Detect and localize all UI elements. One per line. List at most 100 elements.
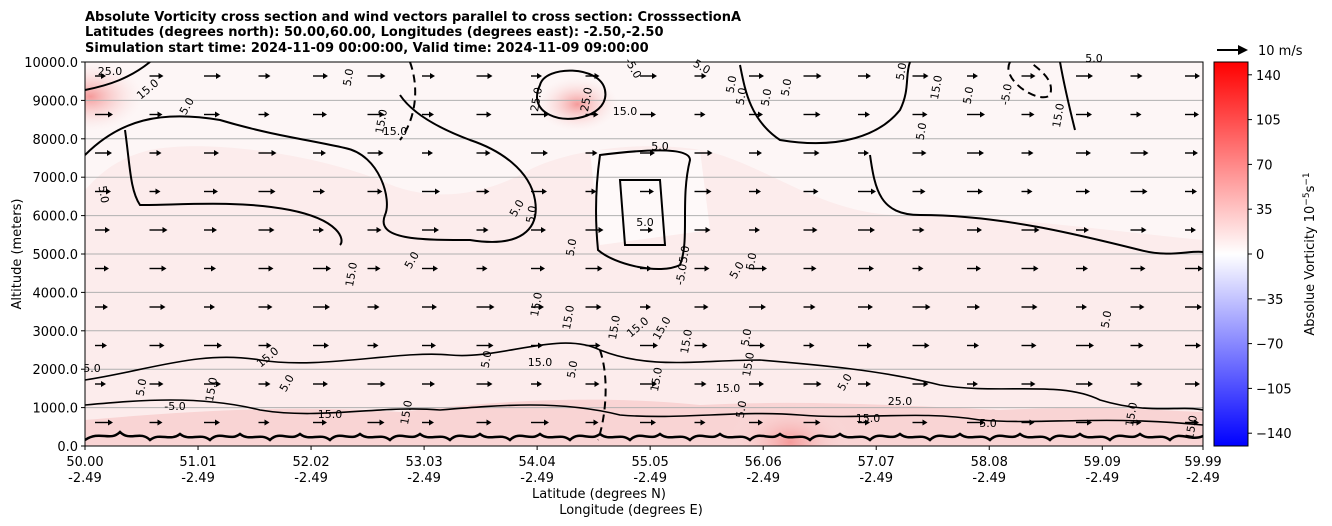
wind-vector-arrowhead-icon [598,227,604,233]
y-tick-label: 10000.0 [24,56,78,71]
wind-vector-arrowhead-icon [591,188,597,195]
wind-vector-arrowhead-icon [323,73,328,79]
wind-vector [694,150,713,156]
wind-vector-arrowhead-icon [162,227,168,233]
wind-vector-arrowhead-icon [269,227,275,233]
wind-vector [476,73,493,79]
wind-vector-arrowhead-icon [865,111,870,118]
wind-vector [1130,227,1147,233]
contour-label: 5.0 [134,378,150,397]
x-tick-label-lat: 53.03 [405,455,442,470]
wind-vector [967,111,985,118]
contour-label: 15.0 [203,376,220,402]
x-tick-label-lon: -2.49 [181,471,215,486]
wind-vector [367,73,386,79]
wind-vector [749,342,765,349]
wind-vector [694,111,706,118]
contour-label: 5.0 [894,62,910,81]
contour-label: 5.0 [341,68,357,87]
wind-vector [749,150,762,156]
wind-vector-arrowhead-icon [543,150,548,156]
wind-vector [694,381,707,387]
wind-vector [858,265,874,272]
wind-vector [694,342,708,349]
wind-vector-arrowhead-icon [593,111,599,118]
wind-vector [1076,265,1088,272]
wind-vector [803,227,818,233]
wind-vector [1130,419,1142,426]
wind-vector-arrowhead-icon [705,227,711,233]
wind-vector [149,419,163,426]
wind-vector-arrowhead-icon [323,381,328,387]
wind-vector-arrowhead-icon [216,381,221,387]
wind-vector [858,188,876,195]
wind-vector [476,419,492,426]
wind-vector [313,342,329,349]
wind-vector-arrowhead-icon [373,342,379,349]
contour-label: 5.0 [524,205,540,224]
wind-vector [749,265,767,272]
wind-vector-arrowhead-icon [214,150,219,156]
contour-label: 15.0 [678,328,695,354]
wind-vector-arrowhead-icon [920,188,926,195]
contour-label: 15.0 [318,408,343,421]
wind-vector-arrowhead-icon [1195,381,1200,387]
wind-vector [313,150,326,156]
wind-vector [149,265,167,272]
wind-vector-arrowhead-icon [870,227,875,233]
wind-vector-arrowhead-icon [925,304,931,310]
wind-vector-arrowhead-icon [1029,111,1035,118]
wind-vector-arrowhead-icon [594,381,600,387]
wind-vector-arrowhead-icon [1085,188,1090,195]
wind-vector-arrowhead-icon [435,188,440,195]
colorbar-label: Absolue Vorticity 10−5s−1 [1302,172,1318,335]
wind-vector-arrowhead-icon [755,227,760,233]
contour-label: 5.0 [734,400,750,419]
colorbar-tick-label: 105 [1256,114,1281,129]
wind-vector-arrowhead-icon [1137,381,1143,387]
wind-vector-arrowhead-icon [1141,227,1147,233]
wind-vector [476,342,494,349]
wind-vector-arrowhead-icon [539,304,544,310]
contour-label: 15.0 [398,399,415,425]
wind-vector-arrowhead-icon [1142,188,1148,195]
wind-vector [967,381,978,387]
wind-vector [258,304,273,310]
wind-vector-arrowhead-icon [377,188,383,195]
wind-vector [912,304,931,310]
wind-vector [912,150,927,156]
wind-vector-arrowhead-icon [648,227,653,233]
wind-vector [640,342,658,349]
x-tick-label-lat: 59.09 [1084,455,1121,470]
wind-vector-arrowhead-icon [1196,342,1201,349]
wind-vector-arrowhead-icon [101,381,106,387]
wind-vector-arrowhead-icon [973,381,978,387]
wind-vector-arrowhead-icon [864,150,869,156]
x-tick-label-lat: 51.01 [179,455,216,470]
wind-vector [476,381,493,387]
wind-vector-arrowhead-icon [1030,381,1036,387]
wind-vector-arrowhead-icon [1034,227,1040,233]
x-tick-label-lat: 59.99 [1184,455,1221,470]
wind-vector-arrowhead-icon [652,381,657,387]
contour-25-upper-center [536,69,607,120]
wind-vector-arrowhead-icon [1086,150,1091,156]
x-tick-label-lat: 55.05 [632,455,669,470]
wind-vector-arrowhead-icon [105,227,110,233]
wind-vector [149,342,165,349]
wind-vector [858,73,871,79]
wind-vector-arrowhead-icon [762,265,767,272]
wind-vector [1185,150,1198,156]
wind-vector [749,73,764,79]
wind-vector [967,73,978,79]
wind-vector-arrowhead-icon [542,188,547,195]
wind-vector-arrowhead-icon [104,265,109,272]
wind-vector [258,73,271,79]
contour-label: 15.0 [343,261,360,287]
wind-vector [967,227,982,233]
wind-vector [640,150,655,156]
wind-vector [476,304,495,310]
wind-vector [258,227,275,233]
wind-vector-arrowhead-icon [106,188,111,195]
contour-label: 15.0 [383,125,408,138]
